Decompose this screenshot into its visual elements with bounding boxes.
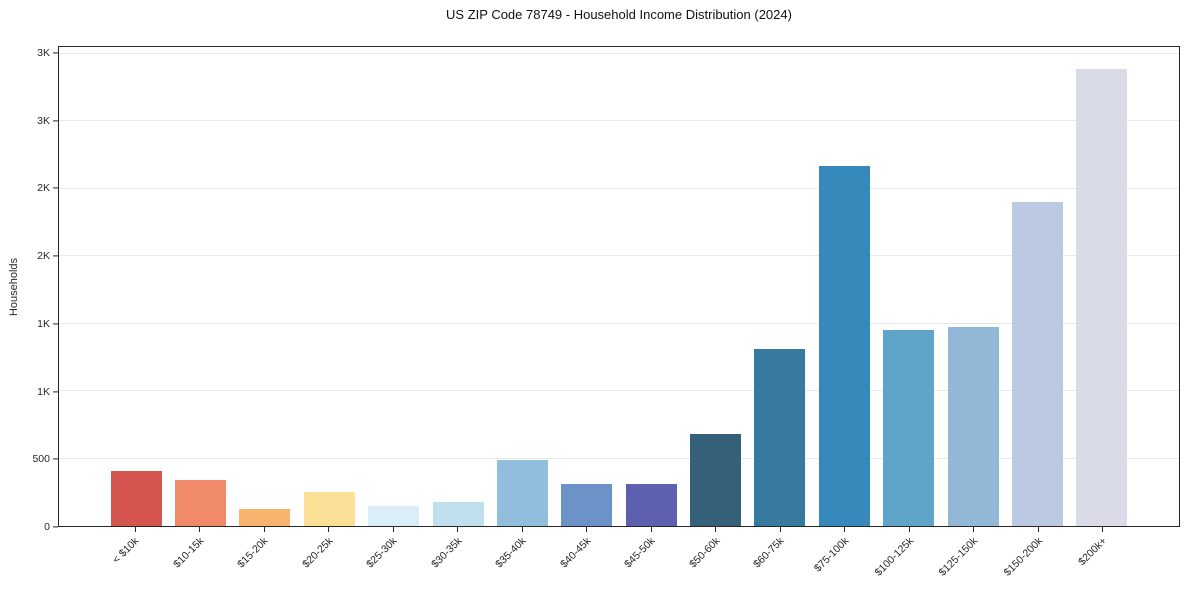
x-tick-label: $75-100k xyxy=(811,535,852,575)
x-tick-mark xyxy=(844,527,846,532)
bar-slot xyxy=(104,47,168,526)
x-tick-mark xyxy=(908,527,910,532)
y-tick-label: 3K xyxy=(37,46,50,59)
y-tick-label: 500 xyxy=(32,453,50,466)
bar xyxy=(496,459,548,526)
plot-area xyxy=(58,46,1180,527)
bar-slot xyxy=(297,47,361,526)
x-tick-mark xyxy=(392,527,394,532)
x-tick-label: $45-50k xyxy=(622,535,658,571)
x-tick-label: $100-125k xyxy=(872,535,916,579)
y-tick-label: 0 xyxy=(44,521,50,533)
gridline xyxy=(59,457,1179,459)
x-tick-mark xyxy=(650,527,652,532)
y-tick-mark xyxy=(53,526,58,528)
gridline xyxy=(59,52,1179,54)
bar xyxy=(818,166,870,526)
x-tick-label: $200k+ xyxy=(1076,535,1110,569)
y-tick-mark xyxy=(53,323,58,325)
gridline xyxy=(59,187,1179,189)
x-tick-label: $25-30k xyxy=(364,535,400,571)
bar xyxy=(368,505,420,526)
bars-container xyxy=(59,47,1179,526)
y-tick-mark xyxy=(53,255,58,257)
y-tick-label: 2K xyxy=(37,250,50,262)
x-tick-label: $60-75k xyxy=(751,535,787,571)
x-tick-label: $150-200k xyxy=(1001,535,1045,579)
bar-slot xyxy=(490,47,554,526)
bar xyxy=(690,434,742,526)
bar-slot xyxy=(812,47,876,526)
x-tick-mark xyxy=(779,527,781,532)
bar xyxy=(947,326,999,526)
bar xyxy=(175,480,227,526)
x-tick-mark xyxy=(973,527,975,532)
x-tick-mark xyxy=(199,527,201,532)
bar-slot xyxy=(1070,47,1134,526)
bar-slot xyxy=(683,47,747,526)
x-tick-mark xyxy=(586,527,588,532)
x-tick-label: < $10k xyxy=(110,535,142,566)
bar-slot xyxy=(748,47,812,526)
y-axis-label: Households xyxy=(8,257,20,317)
y-tick-mark xyxy=(53,119,58,122)
bar xyxy=(561,483,613,526)
bar-slot xyxy=(426,47,490,526)
bar xyxy=(883,329,935,526)
x-tick-label: $35-40k xyxy=(493,535,529,571)
y-tick-mark xyxy=(53,187,58,189)
x-tick-mark xyxy=(328,527,330,532)
y-tick-mark xyxy=(53,458,58,460)
gridline xyxy=(59,255,1179,257)
y-tick-mark xyxy=(53,390,58,393)
bar xyxy=(110,471,162,526)
x-tick-mark xyxy=(134,527,136,532)
gridline xyxy=(59,322,1179,324)
bar xyxy=(1076,68,1128,526)
bar-slot xyxy=(619,47,683,526)
y-tick-label: 1K xyxy=(37,385,50,398)
y-tick-label: 1K xyxy=(37,317,50,330)
x-tick-mark xyxy=(1102,527,1104,532)
bar-slot xyxy=(1005,47,1069,526)
bar-slot xyxy=(555,47,619,526)
gridline xyxy=(59,120,1179,122)
bar xyxy=(303,491,355,526)
bar xyxy=(625,483,677,526)
bar-slot xyxy=(168,47,232,526)
x-tick-label: $125-150k xyxy=(936,535,981,579)
x-tick-mark xyxy=(715,527,717,532)
x-tick-mark xyxy=(521,527,523,532)
x-tick-label: $10-15k xyxy=(170,535,207,571)
x-tick-label: $20-25k xyxy=(299,535,336,571)
y-tick-label: 3K xyxy=(37,114,50,127)
y-tick-label: 2K xyxy=(37,182,50,195)
x-tick-label: $50-60k xyxy=(686,535,723,571)
x-tick-mark xyxy=(457,527,459,532)
x-tick-label: $30-35k xyxy=(428,535,465,571)
x-tick-mark xyxy=(1037,527,1039,532)
y-tick-mark xyxy=(53,52,58,54)
x-tick-mark xyxy=(263,527,265,532)
chart-title: US ZIP Code 78749 - Household Income Dis… xyxy=(446,7,792,22)
bar-slot xyxy=(233,47,297,526)
bar-slot xyxy=(941,47,1005,526)
x-tick-label: $15-20k xyxy=(235,535,271,571)
bar xyxy=(754,349,806,526)
gridline xyxy=(59,390,1179,392)
bar xyxy=(239,509,291,526)
bar-slot xyxy=(362,47,426,526)
bar xyxy=(1011,201,1063,526)
bar-slot xyxy=(877,47,941,526)
bar xyxy=(432,501,484,526)
x-tick-label: $40-45k xyxy=(557,535,594,571)
